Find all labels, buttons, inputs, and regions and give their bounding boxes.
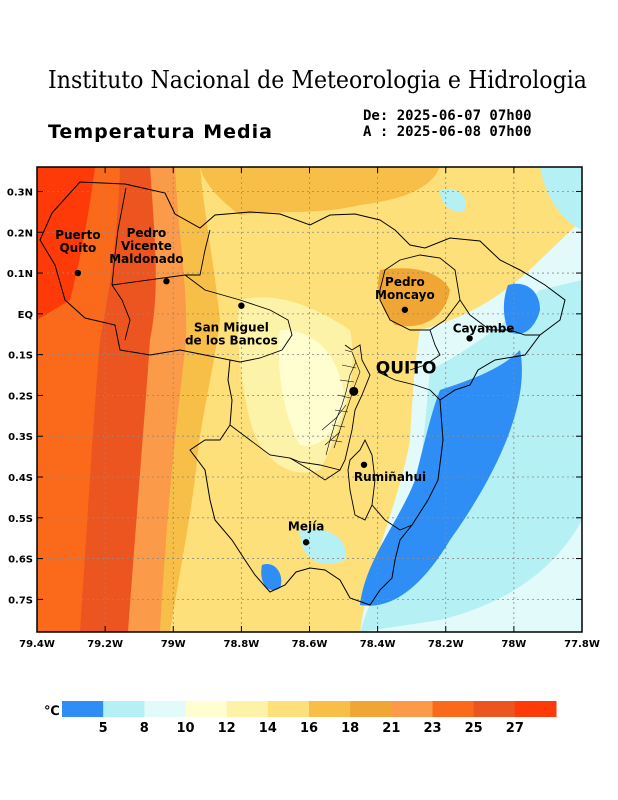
page-title: Instituto Nacional de Meteorologia e Hid… bbox=[48, 66, 587, 94]
y-tick-label: 0.2N bbox=[7, 228, 33, 239]
legend-swatch bbox=[391, 701, 433, 717]
place-marker bbox=[466, 335, 473, 342]
legend-label: 27 bbox=[506, 721, 524, 736]
y-tick-label: 0.5S bbox=[8, 514, 33, 525]
legend-label: 23 bbox=[423, 721, 441, 736]
place-marker bbox=[349, 386, 359, 396]
legend-label: 10 bbox=[176, 721, 194, 736]
legend-swatch bbox=[267, 701, 310, 717]
place-label: Puerto bbox=[55, 228, 100, 242]
place-marker bbox=[401, 306, 409, 313]
legend-label: 21 bbox=[382, 721, 400, 736]
place-marker bbox=[238, 302, 245, 309]
legend-swatch bbox=[473, 701, 516, 717]
legend-label: 12 bbox=[218, 721, 236, 736]
place-marker bbox=[302, 539, 310, 546]
x-tick-label: 78.2W bbox=[428, 639, 464, 650]
x-tick-label: 77.8W bbox=[564, 639, 600, 650]
legend-unit: ℃ bbox=[44, 704, 60, 719]
legend-swatch bbox=[350, 701, 392, 717]
y-tick-label: 0.2S bbox=[8, 391, 33, 402]
x-tick-label: 78.8W bbox=[224, 639, 260, 650]
legend-swatch bbox=[185, 701, 228, 717]
place-label: Quito bbox=[59, 241, 96, 255]
legend-label: 14 bbox=[259, 721, 277, 736]
legend-swatch bbox=[103, 701, 145, 717]
date-from: De: 2025-06-07 07h00 bbox=[363, 108, 532, 124]
y-tick-label: 0.7S bbox=[8, 595, 33, 606]
temperature-field bbox=[37, 167, 582, 632]
legend-label: 25 bbox=[465, 721, 483, 736]
legend-swatch bbox=[226, 701, 269, 717]
canton-boundaries bbox=[111, 187, 540, 531]
place-marker bbox=[163, 278, 170, 285]
place-label: Cayambe bbox=[453, 321, 515, 335]
x-tick-label: 79.2W bbox=[87, 639, 123, 650]
place-label: de los Bancos bbox=[185, 334, 278, 348]
legend-swatch bbox=[144, 701, 186, 717]
quito-parish-boundaries bbox=[321, 349, 361, 456]
place-label: Rumiñahui bbox=[354, 470, 426, 484]
place-label: Maldonado bbox=[109, 252, 183, 266]
legend-label: 8 bbox=[140, 721, 149, 736]
date-to: A : 2025-06-08 07h00 bbox=[363, 124, 532, 140]
y-tick-label: 0.3N bbox=[7, 187, 33, 198]
place-marker bbox=[74, 269, 82, 277]
legend-label: 5 bbox=[99, 721, 108, 736]
date-range: De: 2025-06-07 07h00 A : 2025-06-08 07h0… bbox=[363, 108, 532, 140]
y-tick-label: 0.1N bbox=[7, 269, 33, 280]
legend-label: 18 bbox=[341, 721, 359, 736]
map-subtitle: Temperatura Media bbox=[48, 121, 273, 143]
y-tick-label: EQ bbox=[18, 310, 33, 321]
legend-swatch bbox=[432, 701, 475, 717]
x-tick-label: 78.6W bbox=[292, 639, 328, 650]
province-boundary bbox=[39, 181, 566, 606]
place-label: San Miguel bbox=[194, 321, 269, 335]
legend-swatch bbox=[514, 701, 557, 717]
y-tick-label: 0.4S bbox=[8, 473, 33, 484]
legend-swatch bbox=[62, 701, 104, 717]
y-tick-label: 0.1S bbox=[8, 351, 33, 362]
place-label: Pedro bbox=[127, 226, 167, 240]
x-tick-label: 78.4W bbox=[360, 639, 396, 650]
place-label: Pedro bbox=[385, 275, 425, 289]
axis-ticks: 79.4W 79.2W 79W 78.8W 78.6W 78.4W 78.2W 78W 77.8… bbox=[7, 167, 600, 650]
x-tick-label: 79W bbox=[161, 639, 186, 650]
place-label: Moncayo bbox=[375, 288, 435, 302]
place-label: QUITO bbox=[376, 358, 437, 378]
y-tick-label: 0.6S bbox=[8, 555, 33, 566]
x-tick-label: 78W bbox=[501, 639, 526, 650]
color-legend: 5 8 10 12 14 16 18 21 23 25 27 ℃ bbox=[44, 701, 557, 736]
place-label: Mejía bbox=[288, 519, 324, 533]
x-tick-label: 79.4W bbox=[19, 639, 55, 650]
place-marker bbox=[360, 461, 368, 468]
legend-label: 16 bbox=[300, 721, 318, 736]
place-label: Vicente bbox=[121, 239, 172, 253]
legend-swatch bbox=[309, 701, 351, 717]
y-tick-label: 0.3S bbox=[8, 432, 33, 443]
